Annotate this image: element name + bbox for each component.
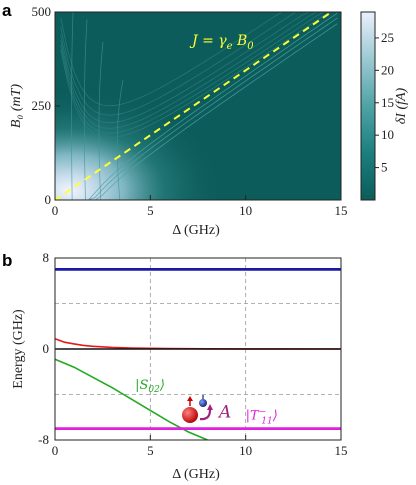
x-tick-label: 15 bbox=[335, 203, 348, 218]
hyperfine-arrowhead bbox=[207, 404, 213, 410]
electron-arrowhead bbox=[187, 396, 193, 401]
panel-a-letter: a bbox=[2, 1, 12, 20]
colorbar-label: δI (fA) bbox=[394, 87, 409, 124]
y-tick-label: 0 bbox=[45, 192, 52, 207]
y-tick-label: -8 bbox=[38, 432, 49, 447]
heatmap-contour bbox=[98, 42, 104, 200]
x-tick-label: 0 bbox=[52, 203, 59, 218]
heatmap-contour bbox=[60, 12, 338, 200]
panel-a-y-label: B₀ (mT) bbox=[9, 84, 24, 128]
panel-b-x-label: Δ (GHz) bbox=[172, 467, 220, 482]
colorbar-tick-label: 20 bbox=[381, 62, 394, 77]
colorbar-tick-label: 5 bbox=[381, 160, 388, 175]
heatmap-contour bbox=[71, 12, 74, 200]
panel-a-x-ticks: 0 5 10 15 bbox=[52, 195, 348, 218]
heatmap-contour bbox=[60, 12, 338, 116]
panel-a-y-ticks: 0 250 500 bbox=[32, 4, 60, 207]
t11-label: |T− 11⟩ bbox=[246, 408, 278, 427]
heatmap-contour bbox=[60, 17, 338, 200]
x-tick-label: 5 bbox=[147, 203, 154, 218]
x-tick-label: 10 bbox=[239, 443, 252, 458]
heatmap-contour bbox=[116, 79, 124, 200]
colorbar-tick-label: 25 bbox=[381, 30, 394, 45]
hyperfine-label: A bbox=[217, 402, 231, 422]
x-tick-label: 10 bbox=[239, 203, 252, 218]
panel-b-letter: b bbox=[2, 251, 12, 270]
heatmap-contour bbox=[60, 23, 338, 200]
panel-b: 0 5 10 15 -808 |S02⟩ |T− 11⟩ A Δ (GHz) Energ… bbox=[11, 250, 348, 482]
heatmap-contour bbox=[60, 12, 338, 134]
y-tick-label: 8 bbox=[43, 250, 50, 265]
y-tick-label: 0 bbox=[43, 341, 50, 356]
colorbar-tick-label: 10 bbox=[381, 127, 394, 142]
heatmap-contour bbox=[60, 12, 338, 107]
colorbar-ticks: 5 10 15 20 25 bbox=[375, 30, 394, 175]
y-tick-label: 250 bbox=[32, 98, 52, 113]
hyperfine-arc bbox=[199, 409, 212, 421]
x-tick-label: 5 bbox=[147, 443, 154, 458]
spin-illustration: A bbox=[182, 395, 231, 423]
heatmap-contour bbox=[60, 12, 338, 124]
x-tick-label: 15 bbox=[335, 443, 348, 458]
panel-a-x-label: Δ (GHz) bbox=[172, 223, 220, 238]
colorbar bbox=[360, 11, 376, 201]
nucleus-ball bbox=[199, 399, 207, 407]
s02-label: |S02⟩ bbox=[135, 378, 165, 395]
panel-b-y-ticks: -8 0 8 bbox=[38, 250, 60, 447]
heatmap-contour bbox=[83, 19, 88, 200]
electron-ball bbox=[182, 407, 198, 423]
colorbar-tick-label: 15 bbox=[381, 95, 394, 110]
heatmap-contour bbox=[60, 12, 338, 139]
x-tick-label: 0 bbox=[52, 443, 59, 458]
panel-a: 0 5 10 15 0 250 500 J = γe B0 Δ (GHz) B₀ (mT)… bbox=[9, 4, 409, 238]
y-tick-label: 500 bbox=[32, 4, 52, 19]
heatmap-contours bbox=[60, 12, 338, 200]
energy-level-1 bbox=[55, 338, 341, 350]
resonance-annotation: J = γe B0 bbox=[189, 33, 254, 52]
resonance-dashed-line bbox=[55, 12, 333, 200]
heatmap-contour bbox=[60, 12, 338, 129]
panel-b-series bbox=[55, 268, 341, 440]
panel-b-y-label: Energy (GHz) bbox=[11, 309, 26, 389]
panel-b-x-ticks: 0 5 10 15 bbox=[52, 435, 348, 458]
